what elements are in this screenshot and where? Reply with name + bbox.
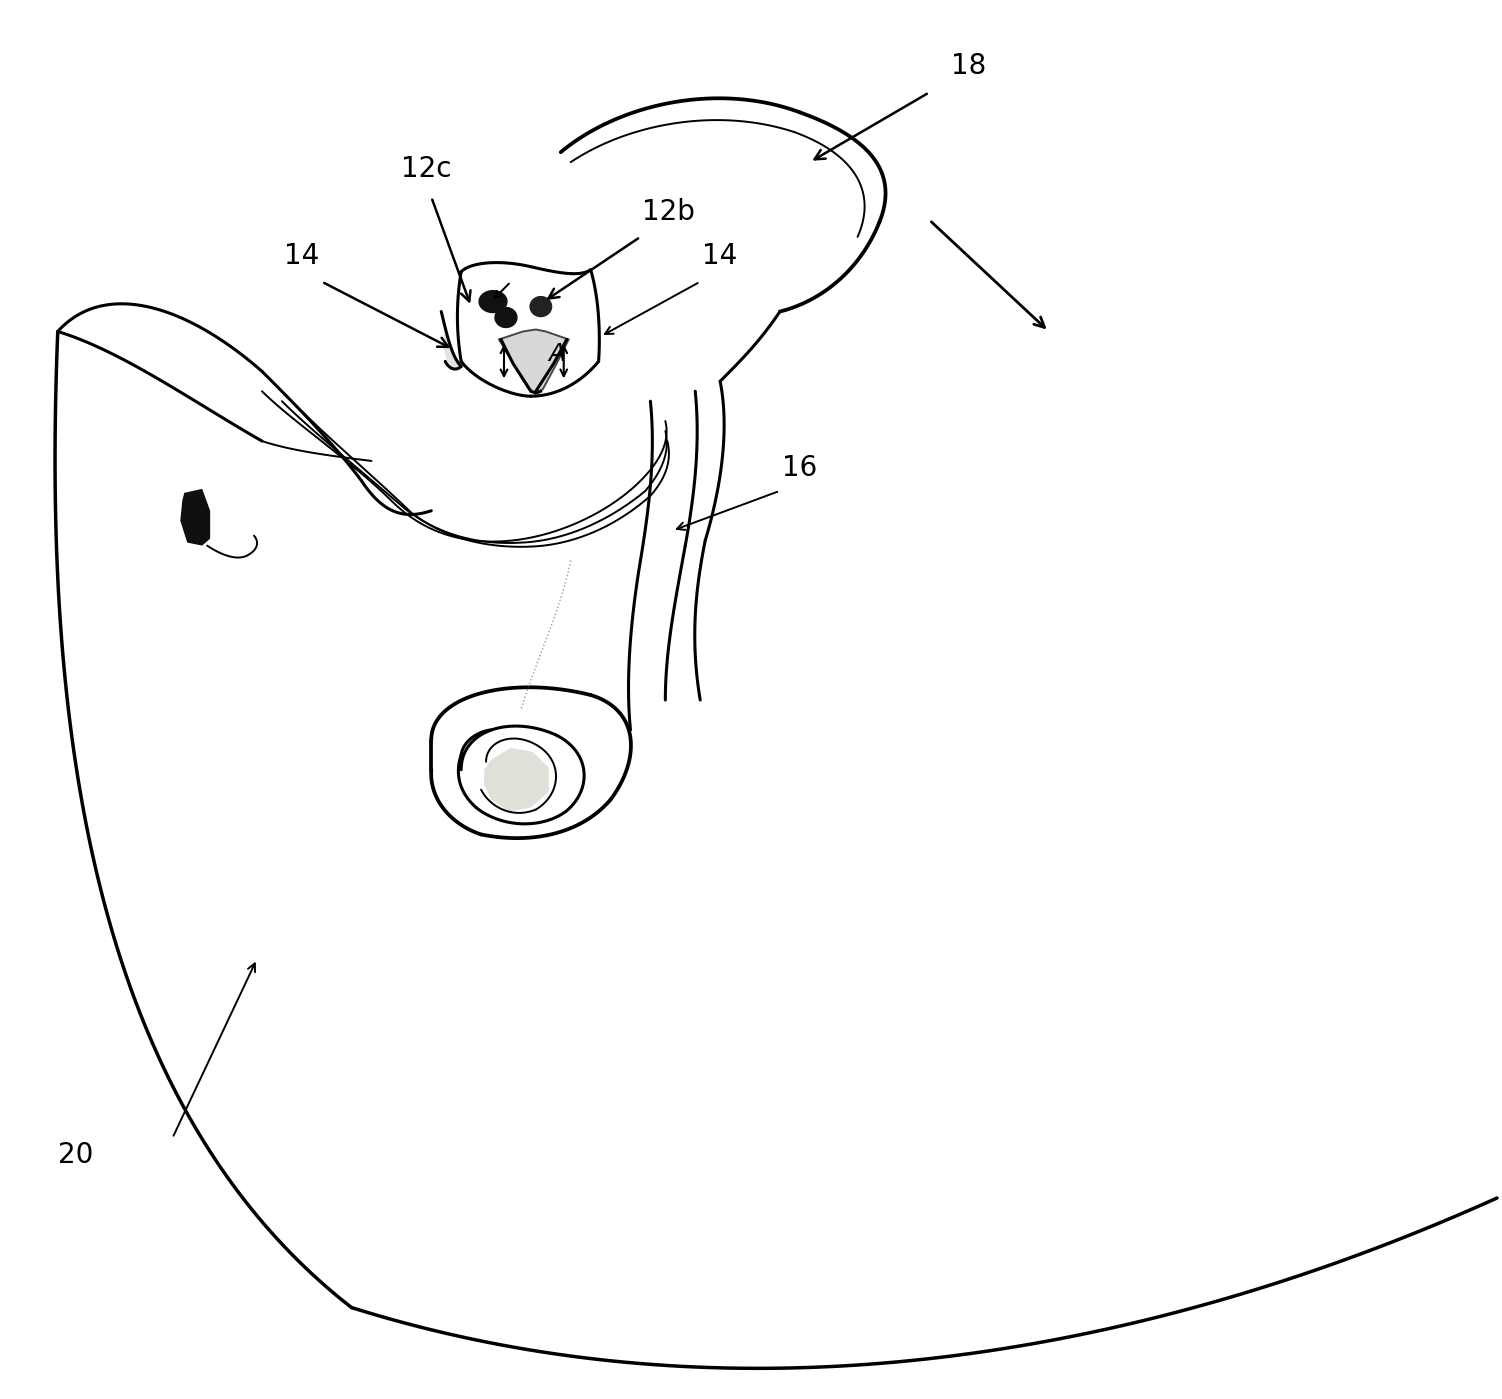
Text: 12b: 12b	[643, 197, 695, 225]
Polygon shape	[479, 291, 508, 312]
Text: 16: 16	[783, 453, 817, 481]
Polygon shape	[180, 488, 210, 546]
Polygon shape	[530, 297, 551, 316]
Text: 14: 14	[703, 242, 737, 270]
Text: 20: 20	[57, 1142, 93, 1170]
Text: 14: 14	[284, 242, 318, 270]
Polygon shape	[499, 330, 569, 393]
Text: 12c: 12c	[401, 155, 452, 183]
Polygon shape	[484, 748, 548, 811]
Polygon shape	[496, 308, 517, 327]
Polygon shape	[443, 332, 460, 369]
Text: A: A	[548, 343, 566, 367]
Text: 18: 18	[951, 53, 987, 81]
